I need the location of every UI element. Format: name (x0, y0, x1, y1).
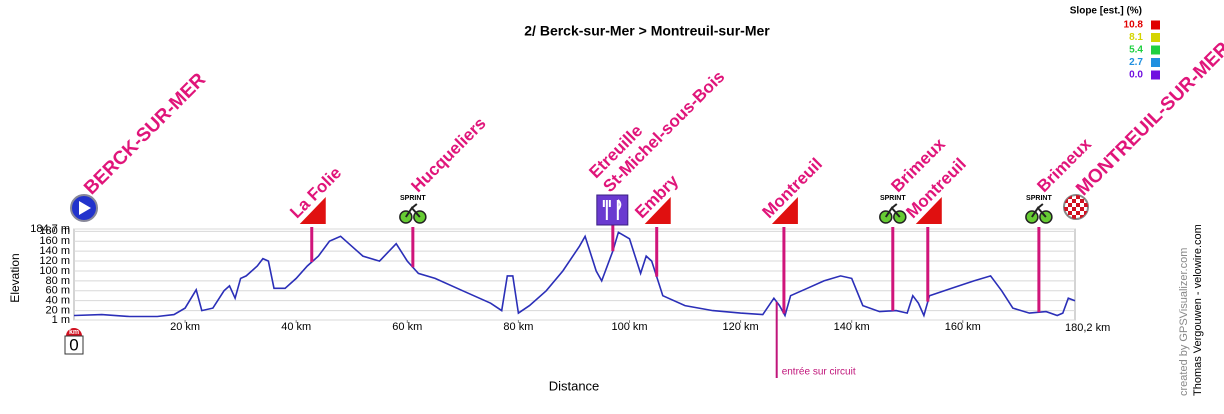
x-tick-label: 120 km (723, 321, 759, 333)
x-tick-label: 20 km (170, 321, 200, 333)
slope-legend-title: Slope [est.] (%) (1070, 6, 1142, 17)
start-arrow (79, 201, 91, 215)
credit: Thomas Vergouwen - velowire.com (1192, 224, 1204, 396)
y-tick-label: 120 m (39, 255, 70, 267)
slope-legend-swatch (1151, 20, 1160, 30)
place-name: BERCK-SUR-MER (80, 69, 210, 199)
x-tick-label: 80 km (503, 321, 533, 333)
food-icon (596, 194, 629, 226)
sprint-label: SPRINT (400, 195, 426, 202)
x-tick-label: 40 km (281, 321, 311, 333)
km-marker-unit: km (69, 329, 79, 336)
sprint-label: SPRINT (880, 195, 906, 202)
sprint-rider (1031, 203, 1047, 218)
place-name: Hucqueliers (407, 114, 489, 196)
food-cutlery (602, 199, 622, 220)
slope-legend-label: 8.1 (1129, 32, 1143, 43)
climb-icon (299, 197, 326, 224)
chart-title: 2/ Berck-sur-Mer > Montreuil-sur-Mer (524, 23, 770, 39)
finish-check (1068, 203, 1072, 207)
y-tick-label: 160 m (39, 235, 70, 247)
climb-icon (915, 197, 942, 224)
sprint-label: SPRINT (1026, 195, 1052, 202)
circuit-label: entrée sur circuit (782, 367, 856, 378)
x-tick-label: 180,2 km (1065, 322, 1110, 334)
sprint-rider (405, 203, 421, 218)
y-tick-label: 140 m (39, 245, 70, 257)
x-tick-label: 100 km (611, 321, 647, 333)
finish-check (1072, 199, 1076, 203)
credit: created by GPSVisualizer.com (1178, 248, 1190, 396)
slope-legend-label: 0.0 (1129, 70, 1143, 81)
finish-check (1080, 207, 1084, 211)
x-tick-label: 0 (69, 335, 78, 354)
y-axis-label: Elevation (8, 253, 22, 302)
finish-check (1084, 203, 1088, 207)
km-marker-box (64, 335, 84, 355)
slope-legend-swatch (1151, 33, 1160, 42)
finish-check (1064, 207, 1068, 211)
finish-check (1068, 211, 1072, 215)
y-tick-label: 184.7 m (30, 223, 70, 235)
slope-legend-label: 10.8 (1124, 20, 1144, 31)
y-tick-label: 40 m (46, 295, 70, 307)
y-tick-label: 1 m (52, 314, 70, 326)
finish-check (1084, 211, 1088, 215)
slope-legend-swatch (1151, 58, 1160, 67)
finish-check (1072, 215, 1076, 219)
slope-legend-swatch (1151, 45, 1160, 55)
x-tick-label: 160 km (945, 321, 981, 333)
finish-check (1076, 195, 1080, 199)
plot-frame (73, 228, 1076, 321)
finish-check (1076, 211, 1080, 215)
sprint-rider (884, 203, 901, 218)
x-tick-label: 140 km (834, 321, 870, 333)
finish-check (1072, 207, 1076, 211)
x-axis-label: Distance (549, 378, 600, 393)
finish-check (1076, 203, 1080, 207)
y-tick-label: 60 m (46, 285, 70, 297)
climb-icon (771, 197, 798, 224)
finish-check (1080, 199, 1084, 203)
y-tick-label: 20 m (46, 304, 70, 316)
slope-legend-swatch (1151, 70, 1160, 80)
finish-check (1064, 199, 1068, 203)
place-name: MONTREUIL-SUR-MER (1072, 38, 1224, 200)
finish-check (1068, 195, 1072, 199)
climb-icon (644, 197, 671, 224)
slope-legend-label: 2.7 (1129, 57, 1143, 68)
y-tick-label: 180 m (39, 225, 70, 237)
y-tick-label: 80 m (46, 275, 70, 287)
finish-check (1080, 215, 1084, 219)
elevation-line (73, 231, 1076, 318)
y-tick-label: 100 m (39, 265, 70, 277)
slope-legend-label: 5.4 (1129, 45, 1143, 56)
km-marker-top (66, 328, 82, 336)
x-tick-label: 60 km (392, 321, 422, 333)
